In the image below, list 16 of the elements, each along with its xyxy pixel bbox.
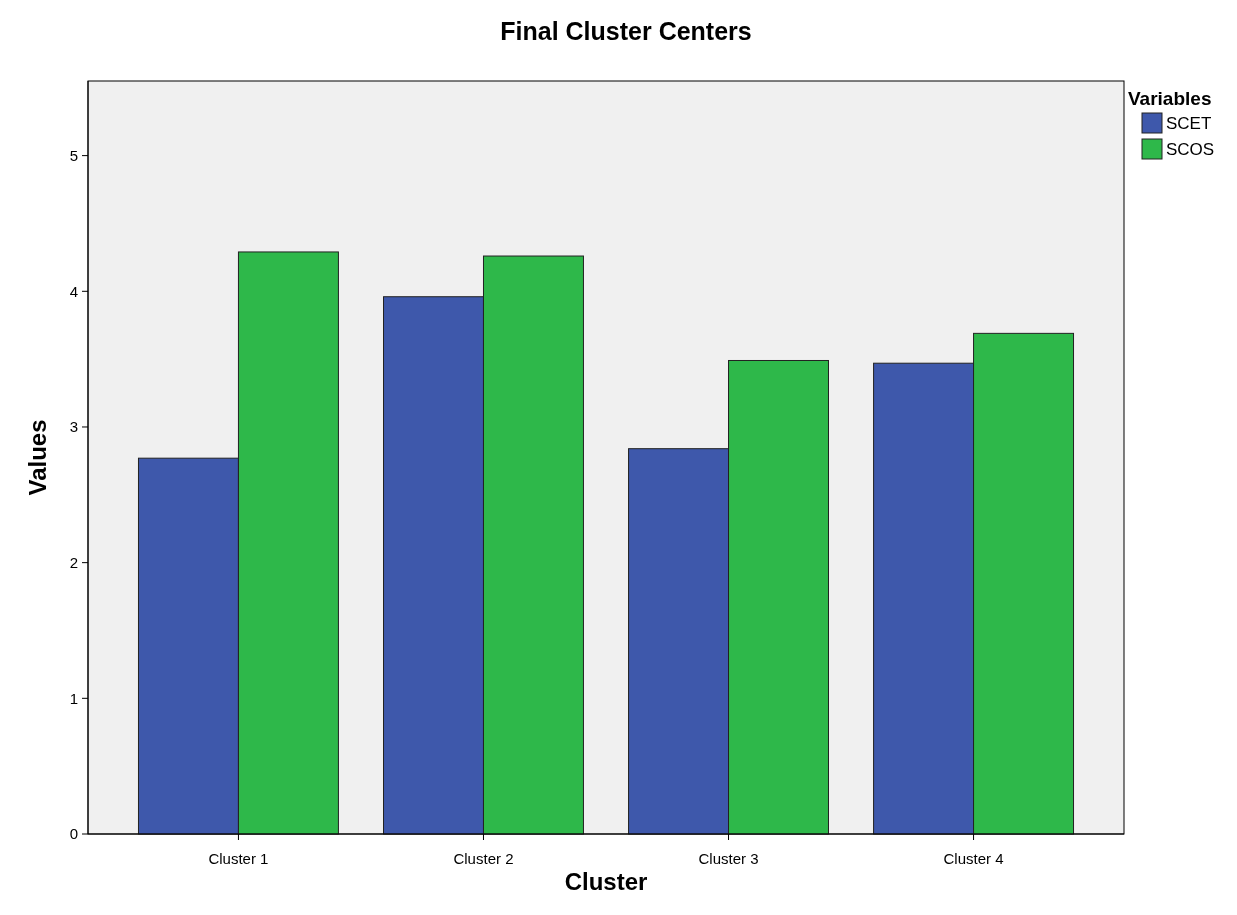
chart-title: Final Cluster Centers	[500, 17, 752, 45]
y-axis-title: Values	[24, 419, 51, 496]
x-axis-title: Cluster	[564, 868, 648, 895]
legend-label: SCET	[1166, 114, 1212, 133]
x-tick-label: Cluster 2	[453, 850, 514, 867]
y-tick-label: 3	[69, 418, 78, 436]
legend-label: SCOS	[1166, 140, 1215, 159]
x-tick-label: Cluster 1	[208, 850, 269, 867]
x-tick-label: Cluster 3	[698, 850, 759, 867]
x-tick-label: Cluster 4	[943, 850, 1004, 867]
y-tick-label: 0	[69, 825, 78, 843]
legend-title: Variables	[1128, 88, 1212, 109]
y-tick-label: 1	[69, 689, 78, 707]
y-tick-label: 5	[69, 146, 78, 164]
y-tick-label: 2	[69, 553, 78, 571]
y-tick-label: 4	[69, 282, 78, 300]
